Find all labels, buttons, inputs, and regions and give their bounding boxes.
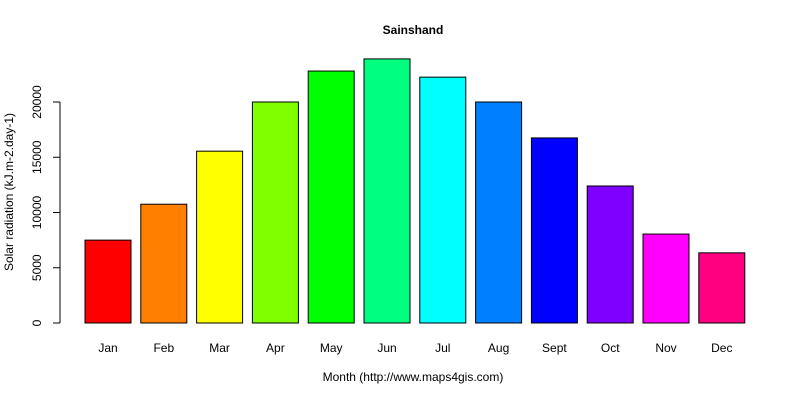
y-tick-label: 0 (30, 319, 44, 326)
x-tick-label: Nov (655, 341, 676, 355)
x-tick-label: Jun (377, 341, 396, 355)
y-tick-label: 10000 (30, 195, 44, 229)
x-tick-label: Oct (601, 341, 620, 355)
bar (698, 252, 746, 324)
x-tick-label: Jan (98, 341, 117, 355)
bar (419, 76, 467, 324)
y-tick-label: 15000 (30, 140, 44, 174)
bar (196, 150, 244, 324)
bar (363, 58, 411, 324)
bar (84, 239, 132, 324)
x-tick-label: Feb (153, 341, 174, 355)
y-tick-label: 5000 (30, 254, 44, 281)
bar (642, 233, 690, 324)
x-tick-label: Dec (711, 341, 732, 355)
x-tick-label: Mar (209, 341, 230, 355)
bar (251, 101, 299, 324)
x-tick-label: Sept (542, 341, 567, 355)
x-tick-label: May (320, 341, 343, 355)
x-tick-label: Apr (266, 341, 285, 355)
bar (307, 70, 355, 324)
bar (586, 185, 634, 324)
chart-title: Sainshand (383, 23, 444, 37)
x-tick-label: Aug (488, 341, 509, 355)
x-axis-label: Month (http://www.maps4gis.com) (323, 370, 504, 384)
bar (530, 137, 578, 324)
x-tick-label: Jul (435, 341, 450, 355)
y-tick-label: 20000 (30, 85, 44, 119)
bar (140, 203, 188, 324)
bar (475, 101, 523, 324)
y-axis-label: Solar radiation (kJ.m-2.day-1) (2, 113, 16, 271)
